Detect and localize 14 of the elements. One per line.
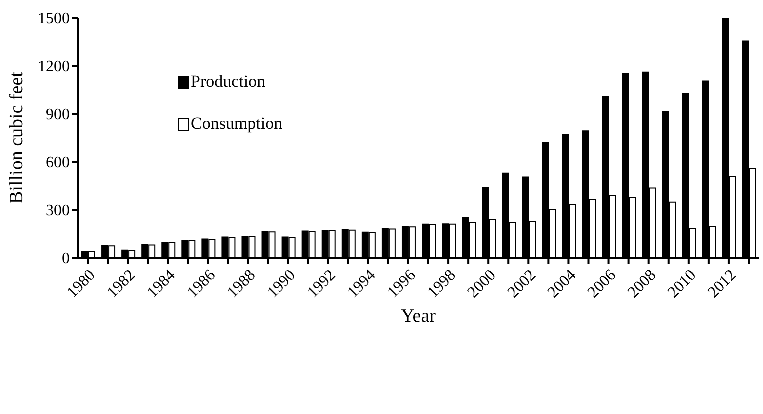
y-tick-label: 1200 <box>38 58 70 76</box>
x-tick-label: 1992 <box>304 266 340 302</box>
legend-label: Consumption <box>191 114 283 134</box>
x-tick-label: 1982 <box>104 266 139 302</box>
y-axis-title: Billion cubic feet <box>6 71 28 204</box>
x-axis-title: Year <box>400 306 437 327</box>
y-tick-label: 600 <box>46 154 70 172</box>
y-tick-label: 0 <box>62 250 70 268</box>
y-tick-label: 300 <box>46 202 70 220</box>
y-tick-label: 1500 <box>38 10 70 28</box>
x-tick-label: 1990 <box>264 266 300 302</box>
x-tick-label: 1980 <box>64 266 99 302</box>
y-tick-label: 900 <box>46 106 70 124</box>
legend-label: Production <box>191 72 266 92</box>
